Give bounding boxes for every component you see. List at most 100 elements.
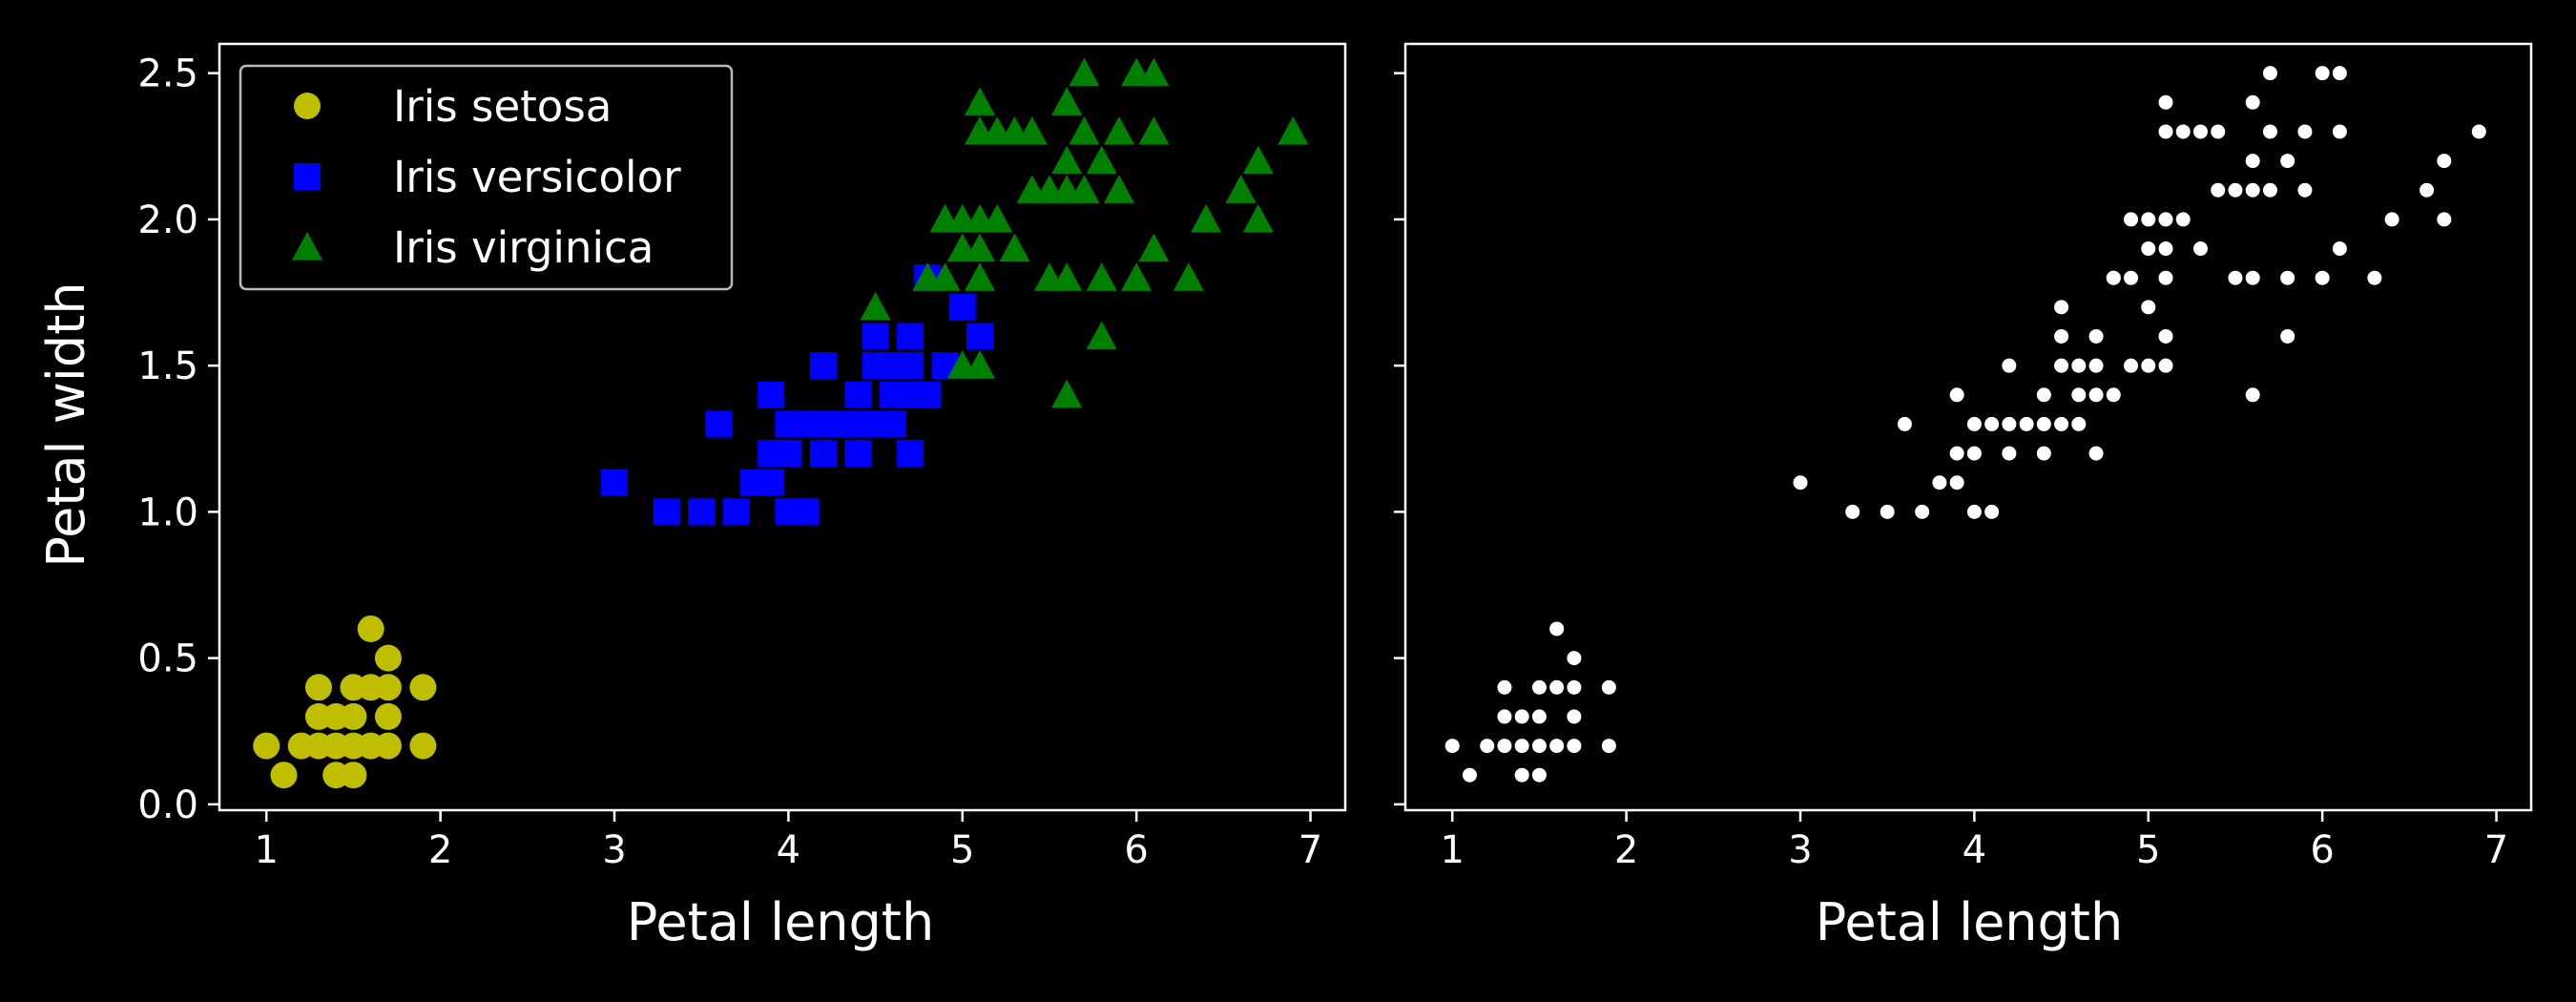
data-point xyxy=(1278,115,1309,145)
data-point xyxy=(2192,241,2208,257)
data-point xyxy=(1103,175,1134,203)
data-point xyxy=(653,498,680,526)
data-point xyxy=(2297,124,2313,139)
data-point xyxy=(304,674,332,701)
legend: Iris setosa Iris versicolor Iris virginica xyxy=(239,64,734,291)
data-point xyxy=(1514,709,1529,724)
data-point xyxy=(929,262,961,291)
data-point xyxy=(2280,328,2296,344)
data-point xyxy=(2262,66,2277,81)
right-x-ticks: 1 2 3 4 5 6 7 xyxy=(1441,810,2508,872)
data-point xyxy=(2106,270,2121,285)
data-point xyxy=(2158,94,2173,110)
data-point xyxy=(2124,358,2139,373)
data-point xyxy=(1966,446,1982,461)
data-point xyxy=(1138,57,1170,87)
data-point xyxy=(775,440,802,468)
data-point xyxy=(2332,241,2347,257)
data-point xyxy=(792,498,820,526)
data-point xyxy=(2332,66,2347,81)
data-point xyxy=(2228,270,2243,285)
data-point xyxy=(1497,679,1512,695)
data-point xyxy=(1069,175,1100,203)
data-point xyxy=(374,674,402,701)
data-point xyxy=(2211,124,2226,139)
x-tick-label: 1 xyxy=(255,828,279,872)
data-point xyxy=(253,732,280,760)
data-point xyxy=(1793,475,1808,491)
data-point xyxy=(1173,262,1204,291)
data-point xyxy=(758,469,785,496)
data-point xyxy=(1531,767,1547,783)
data-point xyxy=(2002,358,2017,373)
data-point xyxy=(862,323,889,350)
data-point xyxy=(2158,124,2173,139)
x-tick-label: 7 xyxy=(1298,828,1322,872)
data-point xyxy=(1121,262,1153,291)
legend-label: Iris versicolor xyxy=(393,152,681,202)
data-point xyxy=(2054,328,2069,344)
data-point xyxy=(1531,679,1547,695)
data-point xyxy=(1949,387,1964,403)
data-point xyxy=(374,732,402,760)
data-point xyxy=(1242,203,1274,233)
data-point xyxy=(1069,115,1100,145)
data-point xyxy=(1880,504,1895,519)
data-point xyxy=(844,440,872,468)
data-point xyxy=(1051,145,1083,175)
y-tick-label: 2.0 xyxy=(137,198,198,242)
data-point xyxy=(1915,504,1930,519)
data-point xyxy=(2367,270,2382,285)
data-point xyxy=(722,498,750,526)
data-point xyxy=(2437,154,2452,169)
data-point xyxy=(860,291,891,321)
data-point xyxy=(2054,416,2069,431)
data-point xyxy=(1514,767,1529,783)
left-y-ticks: 0.0 0.5 1.0 1.5 2.0 2.5 xyxy=(137,52,219,827)
data-point xyxy=(1567,739,1582,754)
data-point xyxy=(948,293,976,321)
data-point xyxy=(897,440,924,468)
right-plot-frame xyxy=(1403,42,2533,812)
data-point xyxy=(2175,124,2191,139)
data-point xyxy=(1086,321,1117,350)
data-point xyxy=(2315,66,2330,81)
data-point xyxy=(2002,416,2017,431)
data-point xyxy=(2158,212,2173,227)
data-point xyxy=(2211,182,2226,198)
data-point xyxy=(914,381,942,408)
data-point xyxy=(2280,270,2296,285)
data-point xyxy=(2088,446,2104,461)
data-point xyxy=(897,323,924,350)
y-tick-label: 0.5 xyxy=(137,637,198,681)
data-point xyxy=(2332,124,2347,139)
data-point xyxy=(2245,387,2260,403)
data-point xyxy=(1086,262,1117,291)
left-y-axis-title: Petal width xyxy=(36,282,96,567)
data-point xyxy=(1567,651,1582,666)
data-point xyxy=(1138,233,1170,262)
data-point xyxy=(1549,621,1565,637)
data-point xyxy=(965,262,996,291)
data-point xyxy=(2175,212,2191,227)
legend-label: Iris virginica xyxy=(393,222,654,273)
y-tick-label: 2.5 xyxy=(137,52,198,96)
data-point xyxy=(2036,387,2051,403)
right-scatter-panel: 1 2 3 4 5 6 7 Petal length xyxy=(1394,42,2533,952)
x-tick-label: 6 xyxy=(2310,828,2334,872)
x-tick-label: 6 xyxy=(1124,828,1148,872)
data-point xyxy=(844,381,872,408)
data-point xyxy=(2019,416,2034,431)
data-point xyxy=(705,410,733,438)
data-point xyxy=(2054,300,2069,315)
data-point xyxy=(374,702,402,730)
x-tick-label: 5 xyxy=(2136,828,2160,872)
data-point xyxy=(1462,767,1477,783)
data-point xyxy=(2245,154,2260,169)
data-point xyxy=(1051,379,1083,408)
data-point xyxy=(270,762,298,789)
data-point xyxy=(1897,416,1912,431)
data-point xyxy=(1531,739,1547,754)
